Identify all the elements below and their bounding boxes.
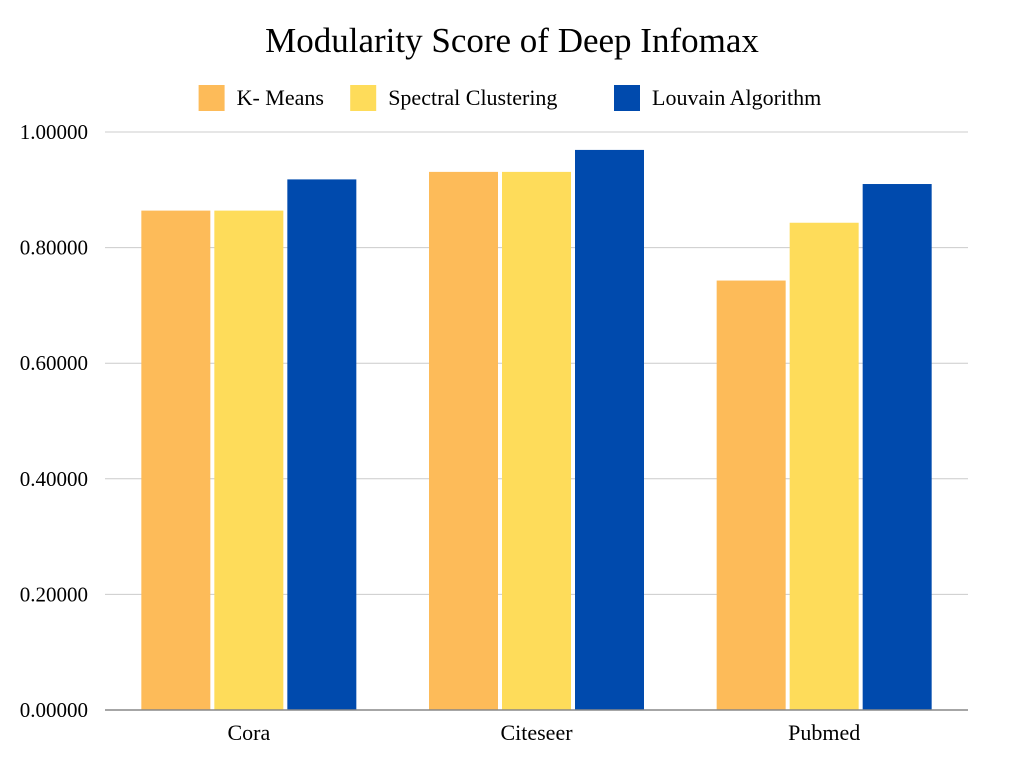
bar [862, 184, 932, 710]
legend-swatch [198, 85, 225, 111]
y-tick-label: 0.80000 [20, 236, 88, 260]
bar [141, 210, 211, 710]
legend: K- Means Spectral Clustering Louvain Algor… [198, 85, 821, 111]
bar [789, 222, 859, 710]
x-axis-categories: Cora Citeseer Pubmed [227, 720, 860, 745]
legend-label: Louvain Algorithm [652, 85, 821, 110]
legend-swatch [614, 85, 640, 111]
chart-title: Modularity Score of Deep Infomax [265, 21, 759, 60]
legend-item: Spectral Clustering [350, 85, 557, 111]
y-tick-label: 0.40000 [20, 467, 88, 491]
bars [141, 149, 932, 711]
x-category-label: Cora [227, 720, 270, 745]
bar [575, 149, 644, 711]
bar [716, 280, 786, 710]
bar [502, 171, 571, 710]
legend-label: K- Means [237, 85, 324, 110]
y-axis-ticks: 0.00000 0.20000 0.40000 0.60000 0.80000 1.000… [20, 120, 88, 722]
y-tick-label: 0.60000 [20, 351, 88, 375]
y-tick-label: 1.00000 [20, 120, 88, 144]
bar [214, 210, 284, 710]
legend-item: K- Means [198, 85, 324, 111]
legend-item: Louvain Algorithm [614, 85, 821, 111]
y-tick-label: 0.00000 [20, 698, 88, 722]
y-tick-label: 0.20000 [20, 582, 88, 606]
x-category-label: Citeseer [500, 720, 573, 745]
bar [287, 179, 357, 710]
legend-swatch [350, 85, 377, 111]
x-category-label: Pubmed [788, 720, 860, 745]
bar [429, 171, 498, 710]
legend-label: Spectral Clustering [388, 85, 557, 110]
